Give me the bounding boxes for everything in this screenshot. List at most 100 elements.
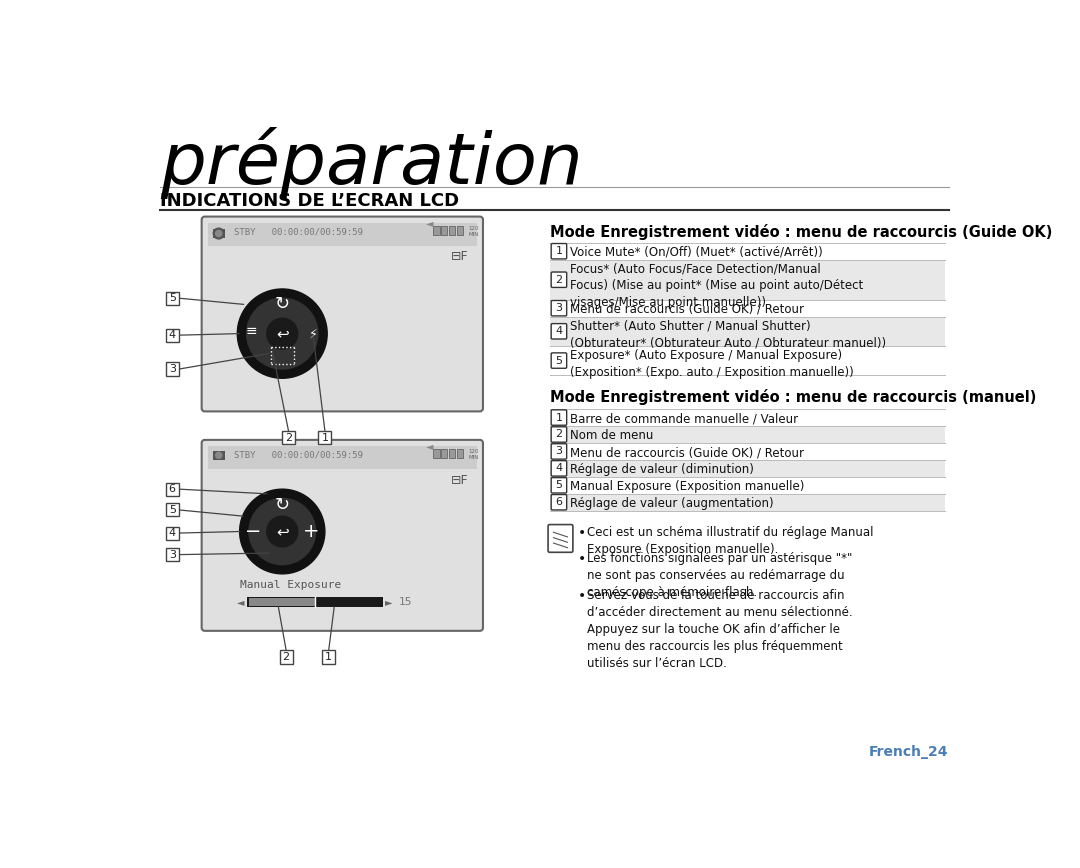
Text: Mode Enregistrement vidéo : menu de raccourcis (Guide OK): Mode Enregistrement vidéo : menu de racc… <box>550 223 1052 240</box>
FancyBboxPatch shape <box>551 244 567 259</box>
Text: 6: 6 <box>168 484 176 494</box>
FancyBboxPatch shape <box>551 444 567 459</box>
Text: 2: 2 <box>555 430 563 439</box>
Bar <box>550 409 945 426</box>
FancyBboxPatch shape <box>551 495 567 510</box>
FancyBboxPatch shape <box>165 363 179 376</box>
Text: 2: 2 <box>555 274 563 285</box>
Text: ≡: ≡ <box>245 325 257 339</box>
Text: Exposure* (Auto Exposure / Manual Exposure)
(Exposition* (Expo. auto / Expositio: Exposure* (Auto Exposure / Manual Exposu… <box>570 349 853 378</box>
Bar <box>207 446 476 469</box>
FancyBboxPatch shape <box>551 477 567 493</box>
Text: Voice Mute* (On/Off) (Muet* (activé/Arrêt)): Voice Mute* (On/Off) (Muet* (activé/Arrê… <box>570 246 823 259</box>
Text: 4: 4 <box>168 330 176 340</box>
Text: STBY   00:00:00/00:59:59: STBY 00:00:00/00:59:59 <box>234 227 363 236</box>
Text: 1: 1 <box>555 412 563 423</box>
Text: •: • <box>578 589 585 603</box>
Bar <box>550 477 945 494</box>
Text: 5: 5 <box>555 480 563 490</box>
Text: Menu de raccourcis (Guide OK) / Retour: Menu de raccourcis (Guide OK) / Retour <box>570 303 804 316</box>
Text: 120
MIN: 120 MIN <box>469 449 478 460</box>
Text: Les fonctions signalées par un astérisque "*"
ne sont pas conservées au redémarr: Les fonctions signalées par un astérisqu… <box>586 552 852 599</box>
Text: ◄: ◄ <box>426 441 433 451</box>
Text: ⊟F: ⊟F <box>450 474 468 487</box>
Text: Manual Exposure (Exposition manuelle): Manual Exposure (Exposition manuelle) <box>570 480 805 493</box>
Circle shape <box>238 289 327 378</box>
Text: 2: 2 <box>285 432 292 443</box>
Text: 4: 4 <box>168 528 176 538</box>
Text: 120
MIN: 120 MIN <box>469 226 478 237</box>
Text: Manual Exposure: Manual Exposure <box>240 580 341 590</box>
Text: Servez-vous de la touche de raccourcis afin
d’accéder directement au menu sélect: Servez-vous de la touche de raccourcis a… <box>586 589 852 670</box>
Bar <box>550 299 945 317</box>
Text: préparation: préparation <box>160 128 582 200</box>
Bar <box>550 460 945 477</box>
FancyBboxPatch shape <box>165 548 179 561</box>
Bar <box>433 449 440 458</box>
Text: STBY   00:00:00/00:59:59: STBY 00:00:00/00:59:59 <box>234 450 363 460</box>
FancyBboxPatch shape <box>165 483 179 496</box>
Bar <box>213 229 225 238</box>
Bar <box>433 226 440 235</box>
Bar <box>441 449 447 458</box>
FancyBboxPatch shape <box>322 650 335 663</box>
Circle shape <box>213 228 225 239</box>
FancyBboxPatch shape <box>551 427 567 442</box>
Text: ⚡: ⚡ <box>309 327 318 340</box>
FancyBboxPatch shape <box>280 650 293 663</box>
FancyBboxPatch shape <box>319 431 332 444</box>
Text: Shutter* (Auto Shutter / Manual Shutter)
(Obturateur* (Obturateur Auto / Obturat: Shutter* (Auto Shutter / Manual Shutter)… <box>570 319 886 349</box>
Circle shape <box>267 319 298 349</box>
Text: 1: 1 <box>325 652 333 662</box>
Text: 4: 4 <box>555 326 563 336</box>
Bar <box>550 494 945 510</box>
Text: Réglage de valeur (diminution): Réglage de valeur (diminution) <box>570 463 754 476</box>
Bar <box>457 226 463 235</box>
Bar <box>449 449 455 458</box>
Bar <box>247 597 383 607</box>
Text: 5: 5 <box>168 293 176 303</box>
FancyBboxPatch shape <box>165 292 179 305</box>
Bar <box>207 223 476 246</box>
FancyBboxPatch shape <box>551 410 567 425</box>
Bar <box>550 346 945 375</box>
FancyBboxPatch shape <box>551 272 567 287</box>
Circle shape <box>267 516 298 547</box>
Text: Nom de menu: Nom de menu <box>570 429 653 442</box>
Text: +: + <box>302 522 320 541</box>
Text: Barre de commande manuelle / Valeur: Barre de commande manuelle / Valeur <box>570 412 798 425</box>
Text: Menu de raccourcis (Guide OK) / Retour: Menu de raccourcis (Guide OK) / Retour <box>570 446 804 459</box>
Text: 4: 4 <box>555 464 563 473</box>
Text: Focus* (Auto Focus/Face Detection/Manual
Focus) (Mise au point* (Mise au point a: Focus* (Auto Focus/Face Detection/Manual… <box>570 263 863 309</box>
Text: ↻: ↻ <box>274 295 289 313</box>
Text: 5: 5 <box>555 356 563 365</box>
Circle shape <box>248 498 315 564</box>
Text: 5: 5 <box>168 505 176 515</box>
Text: −: − <box>245 522 261 541</box>
Text: ◄: ◄ <box>426 218 433 227</box>
Text: 3: 3 <box>555 446 563 457</box>
Text: ↻: ↻ <box>274 496 289 514</box>
Text: 3: 3 <box>555 303 563 313</box>
Text: ↩: ↩ <box>276 524 289 539</box>
Text: ⊟F: ⊟F <box>450 251 468 264</box>
FancyBboxPatch shape <box>165 527 179 540</box>
Text: 3: 3 <box>168 364 176 374</box>
Bar <box>550 426 945 443</box>
FancyBboxPatch shape <box>165 329 179 342</box>
Bar <box>213 450 225 460</box>
Text: •: • <box>578 526 585 540</box>
Bar <box>248 598 316 606</box>
FancyBboxPatch shape <box>551 461 567 476</box>
FancyBboxPatch shape <box>551 353 567 368</box>
FancyBboxPatch shape <box>551 324 567 339</box>
FancyBboxPatch shape <box>282 431 295 444</box>
Text: •: • <box>578 552 585 566</box>
Bar <box>550 260 945 299</box>
FancyBboxPatch shape <box>202 440 483 631</box>
FancyBboxPatch shape <box>551 300 567 316</box>
Bar <box>550 443 945 460</box>
Text: ↩: ↩ <box>276 326 289 341</box>
Text: Ceci est un schéma illustratif du réglage Manual
Exposure (Exposition manuelle).: Ceci est un schéma illustratif du réglag… <box>586 526 874 556</box>
Text: 6: 6 <box>555 497 563 507</box>
